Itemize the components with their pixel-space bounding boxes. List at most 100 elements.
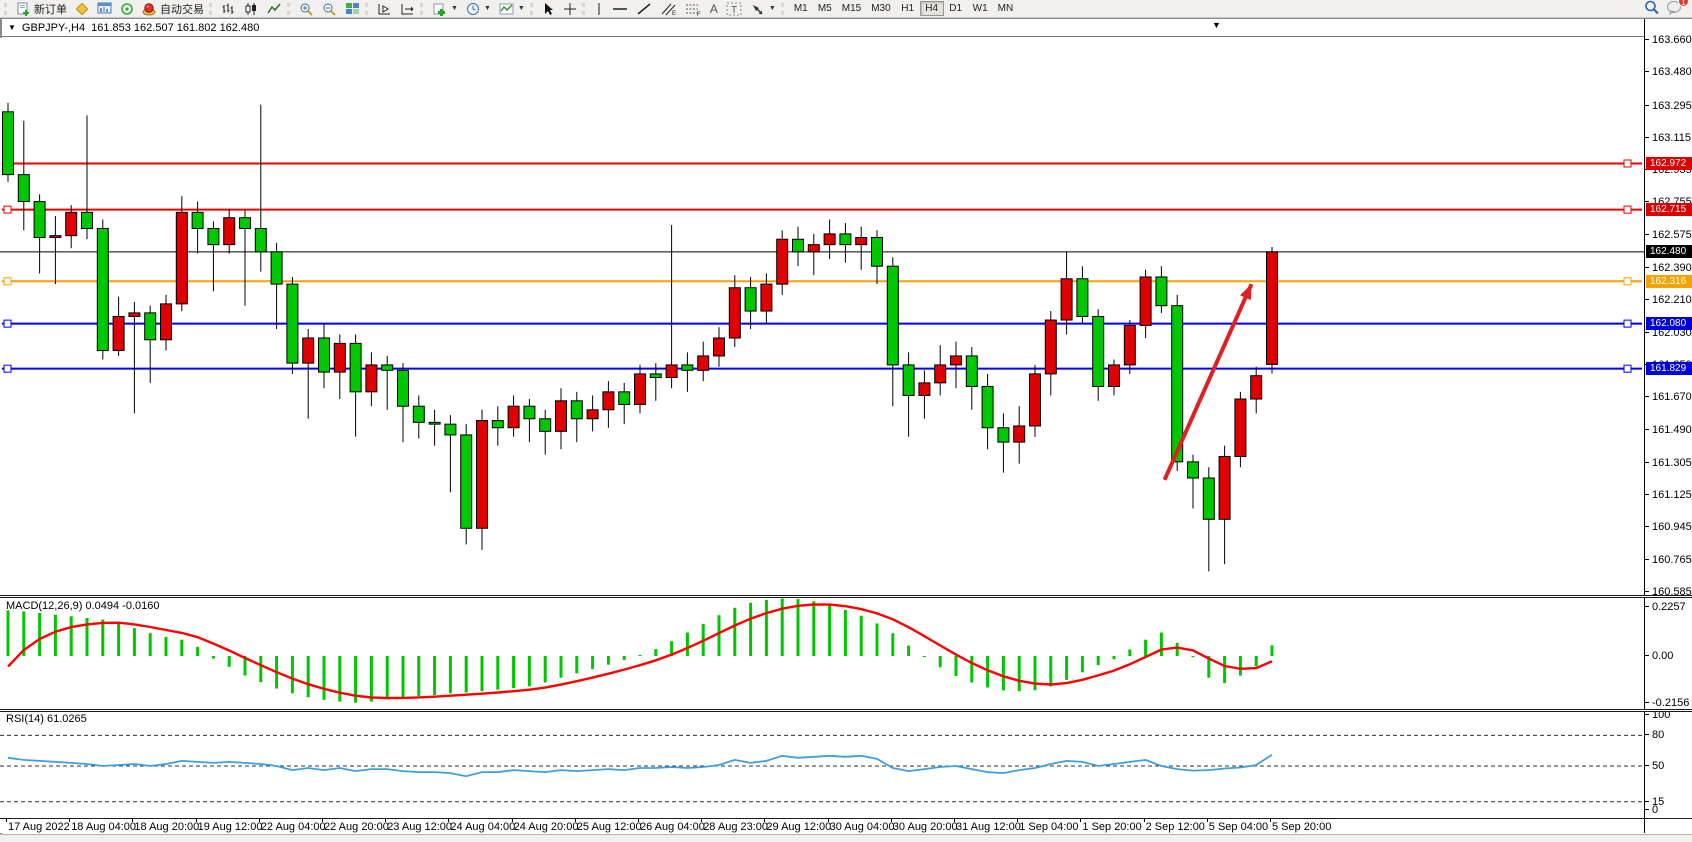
main-toolbar: 新订单 自动交易 [0, 0, 1692, 18]
add-indicator-button[interactable]: ▼ [428, 1, 462, 17]
macd-histogram [6, 598, 1274, 703]
text-label-tool-button[interactable]: T [722, 1, 746, 17]
dropdown-caret-icon: ▼ [483, 5, 491, 12]
price-level-badge: 161.829 [1646, 362, 1692, 376]
panel-splitter[interactable] [0, 709, 1692, 712]
time-axis-label: 5 Sep 20:00 [1270, 819, 1332, 833]
cursor-tool-button[interactable] [538, 1, 559, 17]
macd-panel[interactable] [0, 598, 1644, 709]
toolbar-grip[interactable] [780, 2, 786, 15]
time-axis-label: 22 Aug 04:00 [258, 819, 326, 833]
rsi-indicator-label: RSI(14) 61.0265 [6, 713, 87, 725]
timeframe-button-w1[interactable]: W1 [972, 3, 988, 14]
rsi-line [7, 753, 1273, 778]
timeframe-button-m5[interactable]: M5 [817, 3, 832, 14]
panel-splitter[interactable] [0, 595, 1692, 598]
market-watch-button[interactable] [93, 1, 116, 17]
crosshair-icon [563, 2, 577, 16]
time-axis-label: 30 Aug 04:00 [827, 819, 895, 833]
timeframe-button-h1[interactable]: H1 [901, 3, 915, 14]
auto-trading-button[interactable]: 自动交易 [138, 1, 208, 17]
search-icon[interactable] [1644, 0, 1660, 18]
zoom-out-icon [322, 2, 337, 16]
period-button[interactable]: ▼ [462, 1, 495, 17]
dropdown-caret-icon: ▼ [517, 5, 525, 12]
vertical-line-tool-button[interactable] [590, 1, 608, 17]
candles-layer [2, 102, 1278, 572]
macd-indicator-label: MACD(12,26,9) 0.0494 -0.0160 [6, 600, 160, 612]
timeframe-button-m30[interactable]: M30 [871, 3, 891, 14]
chart-title-bar[interactable]: ▼ GBPJPY-,H4 161.853 162.507 161.802 162… [2, 19, 1644, 37]
price-axis-tick: 163.295 [1645, 100, 1692, 112]
cursor-icon [542, 2, 555, 16]
notifications-button[interactable]: 1 [1666, 0, 1689, 18]
hline-handle [1623, 277, 1632, 286]
trendline-tool-button[interactable] [632, 1, 656, 17]
toolbar-grip[interactable] [209, 2, 214, 15]
history-center-button[interactable] [71, 1, 93, 17]
vertical-line-icon [594, 2, 604, 16]
timeframe-button-mn[interactable]: MN [997, 3, 1014, 14]
rsi-panel[interactable] [0, 712, 1644, 818]
price-axis[interactable]: 163.660163.480163.295163.115162.935162.7… [1644, 19, 1692, 833]
timeframe-button-d1[interactable]: D1 [949, 3, 963, 14]
chart-shift-button[interactable] [396, 1, 419, 17]
crosshair-tool-button[interactable] [559, 1, 581, 17]
price-level-badge: 162.715 [1646, 203, 1692, 217]
toolbar-grip[interactable] [4, 2, 9, 15]
template-button[interactable]: ▼ [495, 1, 529, 17]
collapse-chart-icon[interactable]: ▼ [8, 23, 16, 32]
price-axis-tick: -0.2156 [1645, 697, 1692, 709]
time-axis-label: 1 Sep 04:00 [1017, 819, 1079, 833]
dropdown-caret-icon: ▼ [451, 5, 458, 12]
price-axis-tick: 163.115 [1645, 132, 1692, 144]
toolbar-grip[interactable] [529, 2, 535, 15]
zoom-out-button[interactable] [318, 1, 341, 17]
timeframe-button-h4[interactable]: H4 [919, 1, 944, 16]
time-axis-label: 30 Aug 20:00 [890, 819, 958, 833]
new-order-label: 新订单 [34, 3, 67, 16]
price-axis-tick: 162.390 [1645, 262, 1692, 274]
price-axis-tick: 0.00 [1645, 650, 1692, 662]
zoom-in-button[interactable] [295, 1, 318, 17]
text-tool-button[interactable]: A [706, 1, 722, 17]
time-axis-border [0, 818, 1692, 819]
new-order-button[interactable]: 新订单 [12, 1, 71, 17]
chart-shift-marker-icon[interactable]: ▼ [1212, 20, 1221, 30]
step-forward-button[interactable] [373, 1, 396, 17]
hline-handle [3, 364, 12, 373]
time-axis-label: 17 Aug 2022 [6, 819, 70, 833]
toolbar-grip[interactable] [420, 2, 425, 15]
line-chart-mode-button[interactable] [263, 1, 286, 17]
main-candlestick-chart[interactable] [0, 38, 1644, 595]
notification-count-badge: 1 [1678, 0, 1689, 7]
fibonacci-tool-button[interactable]: F [681, 1, 706, 17]
auto-trading-label: 自动交易 [160, 3, 204, 16]
text-label-icon: T [726, 2, 742, 16]
hline-handle [1623, 159, 1632, 168]
horizontal-line-tool-button[interactable] [608, 1, 632, 17]
time-axis[interactable]: 17 Aug 2022 18 Aug 04:00 18 Aug 20:00 19 Au… [0, 819, 1644, 833]
hline-handle [3, 277, 12, 286]
bar-chart-mode-button[interactable] [217, 1, 240, 17]
toolbar-grip[interactable] [287, 2, 292, 15]
price-level-badge: 162.080 [1646, 317, 1692, 331]
price-axis-tick: 161.670 [1645, 391, 1692, 403]
time-axis-label: 1 Sep 20:00 [1080, 819, 1142, 833]
toolbar-grip[interactable] [365, 2, 370, 15]
equidistant-channel-tool-button[interactable]: E [656, 1, 681, 17]
arrows-tool-button[interactable]: ▼ [746, 1, 780, 17]
time-axis-label: 23 Aug 12:00 [385, 819, 453, 833]
toolbar-grip[interactable] [581, 2, 587, 15]
price-axis-tick: 162.210 [1645, 294, 1692, 306]
timeframe-button-m1[interactable]: M1 [793, 3, 808, 14]
sound-alert-button[interactable] [116, 1, 138, 17]
chart-window-icon [97, 2, 112, 15]
chart-shift-icon [400, 2, 415, 16]
timeframe-button-m15[interactable]: M15 [841, 3, 862, 14]
horizontal-lines-layer [2, 159, 1642, 373]
tile-windows-button[interactable] [341, 1, 364, 17]
time-axis-label: 24 Aug 04:00 [448, 819, 516, 833]
price-axis-tick: 0 [1645, 804, 1692, 816]
candlestick-mode-button[interactable] [240, 1, 263, 17]
